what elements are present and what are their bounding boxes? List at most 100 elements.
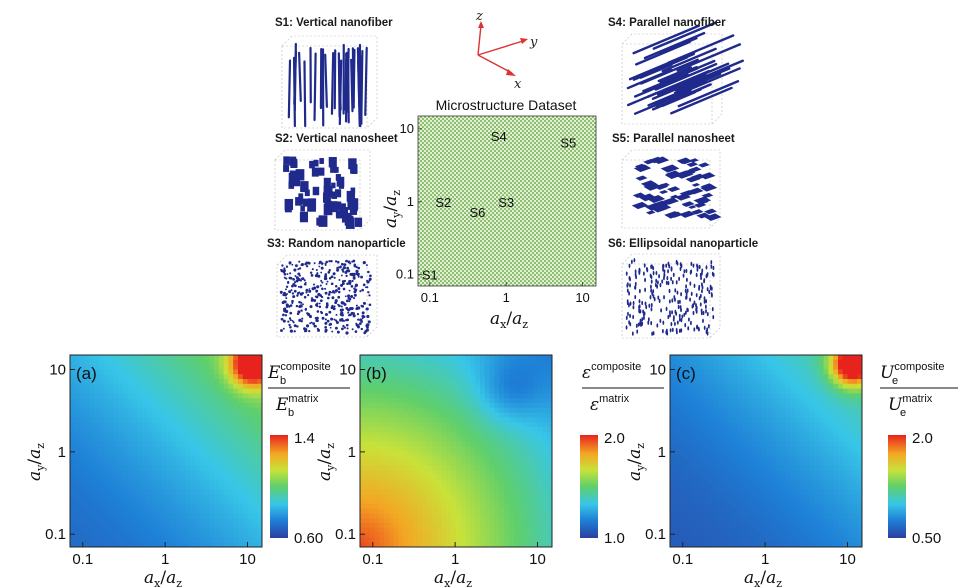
particle xyxy=(631,331,634,336)
particle xyxy=(283,276,286,279)
heatmap-cell xyxy=(79,494,85,500)
heatmap-cell xyxy=(523,427,529,433)
heatmap-cell xyxy=(257,470,262,476)
heatmap-cell xyxy=(484,388,491,394)
heatmap-cell xyxy=(441,489,447,495)
heatmap-cell xyxy=(698,364,705,370)
heatmap-cell xyxy=(70,383,76,390)
particle xyxy=(336,268,340,272)
heatmap-cell xyxy=(412,398,419,404)
heatmap-cell xyxy=(674,513,681,519)
heatmap-cell xyxy=(194,364,201,370)
heatmap-cell xyxy=(737,451,743,457)
heatmap-cell xyxy=(408,364,414,370)
heatmap-cell xyxy=(427,527,433,534)
heatmap-cell xyxy=(436,374,443,380)
heatmap-cell xyxy=(494,484,500,490)
heatmap-cell xyxy=(422,523,428,529)
heatmap-cell xyxy=(427,446,433,452)
heatmap-cell xyxy=(732,460,738,466)
heatmap-cell xyxy=(470,427,476,433)
heatmap-cell xyxy=(103,532,109,538)
heatmap-cell xyxy=(223,465,229,471)
heatmap-cell xyxy=(84,431,90,438)
heatmap-cell xyxy=(713,403,719,409)
heatmap-cell xyxy=(199,479,205,486)
heatmap-cell xyxy=(151,417,157,423)
heatmap-cell xyxy=(369,455,375,462)
heatmap-cell xyxy=(446,388,452,394)
heatmap-cell xyxy=(689,537,695,543)
heatmap-cell xyxy=(194,523,201,529)
particle xyxy=(342,287,346,291)
heatmap-cell xyxy=(756,489,762,495)
heatmap-cell xyxy=(494,542,500,547)
heatmap-cell xyxy=(470,374,476,380)
heatmap-cell xyxy=(238,355,244,361)
heatmap-cell xyxy=(209,499,215,505)
heatmap-cell xyxy=(737,431,743,438)
heatmap-cell xyxy=(70,503,76,510)
heatmap-cell xyxy=(190,359,196,366)
heatmap-cell xyxy=(403,403,409,409)
heatmap-cell xyxy=(364,499,371,505)
heatmap-cell xyxy=(233,513,239,519)
heatmap-cell xyxy=(742,489,748,495)
quantity-numerator: εcomposite xyxy=(582,361,641,383)
heatmap-cell xyxy=(718,518,724,524)
heatmap-cell xyxy=(79,499,85,505)
fiber xyxy=(654,62,718,91)
heatmap-cell xyxy=(156,499,162,505)
heatmap-cell xyxy=(161,369,167,375)
heatmap-cell xyxy=(70,455,76,462)
heatmap-cell xyxy=(708,383,714,390)
heatmap-cell xyxy=(513,364,519,370)
heatmap-cell xyxy=(756,431,762,438)
heatmap-cell xyxy=(103,417,109,423)
heatmap-cell xyxy=(494,465,500,471)
heatmap-cell xyxy=(694,518,700,524)
heatmap-cell xyxy=(547,470,552,476)
heatmap-cell xyxy=(446,470,452,476)
particle xyxy=(294,264,298,268)
particle xyxy=(349,262,352,265)
heatmap-cell xyxy=(388,403,395,409)
heatmap-cell xyxy=(364,359,371,366)
heatmap-cell xyxy=(151,523,157,529)
particle xyxy=(712,315,715,320)
sheet xyxy=(696,212,710,219)
heatmap-cell xyxy=(518,379,524,385)
heatmap-cell xyxy=(252,412,258,418)
heatmap-cell xyxy=(218,523,225,529)
y-tick-label: 1 xyxy=(407,194,414,209)
heatmap-cell xyxy=(170,359,177,366)
heatmap-cell xyxy=(214,364,220,370)
heatmap-cell xyxy=(689,383,695,390)
heatmap-cell xyxy=(166,465,172,471)
heatmap-cell xyxy=(403,518,409,524)
heatmap-cell xyxy=(257,412,262,418)
particle xyxy=(317,274,321,278)
particle xyxy=(323,275,327,278)
heatmap-cell xyxy=(161,523,167,529)
heatmap-cell xyxy=(94,489,100,495)
heatmap-cell xyxy=(98,465,105,471)
heatmap-cell xyxy=(214,508,220,514)
quantity-superscript: composite xyxy=(280,361,330,373)
heatmap-cell xyxy=(727,403,733,409)
particle xyxy=(286,303,289,307)
heatmap-cell xyxy=(360,470,366,476)
heatmap-cell xyxy=(190,388,196,394)
heatmap-cell xyxy=(417,479,423,486)
heatmap-cell xyxy=(257,422,262,428)
particle xyxy=(353,287,356,290)
particle xyxy=(660,308,663,313)
heatmap-cell xyxy=(456,374,462,380)
heatmap-cell xyxy=(393,503,399,510)
heatmap-cell xyxy=(238,494,244,500)
heatmap-cell xyxy=(103,441,109,447)
heatmap-cell xyxy=(674,499,681,505)
heatmap-cell xyxy=(393,383,399,390)
heatmap-cell xyxy=(185,417,191,423)
heatmap-cell xyxy=(218,527,225,534)
